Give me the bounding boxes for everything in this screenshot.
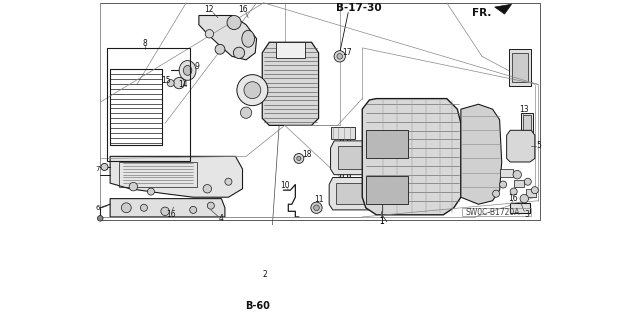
Text: 18: 18 [303,151,312,160]
Text: 2: 2 [262,270,268,279]
Text: 13: 13 [520,105,529,114]
Bar [366,130,408,159]
Ellipse shape [189,206,196,213]
Bar [521,113,533,132]
Ellipse shape [215,44,225,54]
Ellipse shape [147,188,154,195]
Polygon shape [362,99,461,215]
Text: 10: 10 [280,181,289,190]
Ellipse shape [227,16,241,30]
Bar [331,127,355,139]
Polygon shape [331,141,373,175]
Bar [510,203,530,213]
Ellipse shape [297,156,301,160]
Ellipse shape [520,194,529,203]
Ellipse shape [311,202,322,213]
Text: 16: 16 [237,5,247,14]
Bar [119,162,196,187]
Bar [366,176,408,204]
Ellipse shape [237,75,268,106]
Text: B-17-30: B-17-30 [336,4,381,13]
Ellipse shape [122,203,131,213]
Ellipse shape [140,204,147,211]
Ellipse shape [234,47,244,58]
Ellipse shape [244,82,261,99]
Bar [338,146,364,169]
Bar [511,53,529,82]
Text: 4: 4 [219,214,224,223]
Ellipse shape [510,188,517,195]
Text: 16: 16 [508,194,518,203]
Polygon shape [110,199,225,217]
Ellipse shape [513,170,522,179]
Text: 6: 6 [96,205,100,211]
Ellipse shape [241,107,252,118]
Ellipse shape [161,207,169,216]
Bar [336,183,364,204]
Bar [347,137,350,194]
Text: 12: 12 [204,5,214,14]
Ellipse shape [500,181,507,188]
Ellipse shape [337,54,342,59]
Polygon shape [110,156,243,197]
Ellipse shape [493,190,500,197]
Polygon shape [461,104,502,204]
Ellipse shape [294,153,304,163]
Ellipse shape [205,30,214,38]
Text: 14: 14 [179,80,188,89]
Ellipse shape [314,205,319,211]
Text: 3: 3 [524,210,529,219]
Bar [340,137,343,194]
Polygon shape [199,16,257,60]
Bar [514,180,524,187]
Text: B-60: B-60 [246,301,271,311]
Bar [462,208,531,216]
Text: 15: 15 [162,77,172,85]
Polygon shape [507,130,535,162]
Text: 5: 5 [536,141,541,150]
Bar [276,42,305,58]
Ellipse shape [173,78,185,89]
Ellipse shape [184,65,192,75]
Text: 9: 9 [195,63,199,71]
Polygon shape [262,42,319,125]
Ellipse shape [531,187,538,194]
Text: 7: 7 [96,166,100,172]
Bar [108,48,191,160]
Ellipse shape [242,30,255,47]
Text: 17: 17 [342,48,351,56]
Text: SW0C-B1720A: SW0C-B1720A [465,208,520,217]
Ellipse shape [334,51,346,62]
Bar [525,189,536,197]
Text: 1: 1 [380,217,385,226]
Ellipse shape [179,61,196,80]
Ellipse shape [203,184,212,193]
Ellipse shape [101,163,108,170]
Bar [500,169,513,177]
Ellipse shape [524,178,531,185]
Ellipse shape [97,216,103,221]
Text: 11: 11 [314,195,323,204]
Ellipse shape [129,182,138,191]
Polygon shape [329,177,373,210]
Text: 1: 1 [380,217,385,226]
Bar [509,49,531,86]
Text: FR.: FR. [472,8,492,18]
Ellipse shape [225,178,232,185]
Polygon shape [495,4,511,14]
Text: 16: 16 [166,210,175,219]
Bar [523,115,531,130]
Ellipse shape [167,79,174,87]
Ellipse shape [207,202,214,209]
Text: 8: 8 [143,39,148,48]
